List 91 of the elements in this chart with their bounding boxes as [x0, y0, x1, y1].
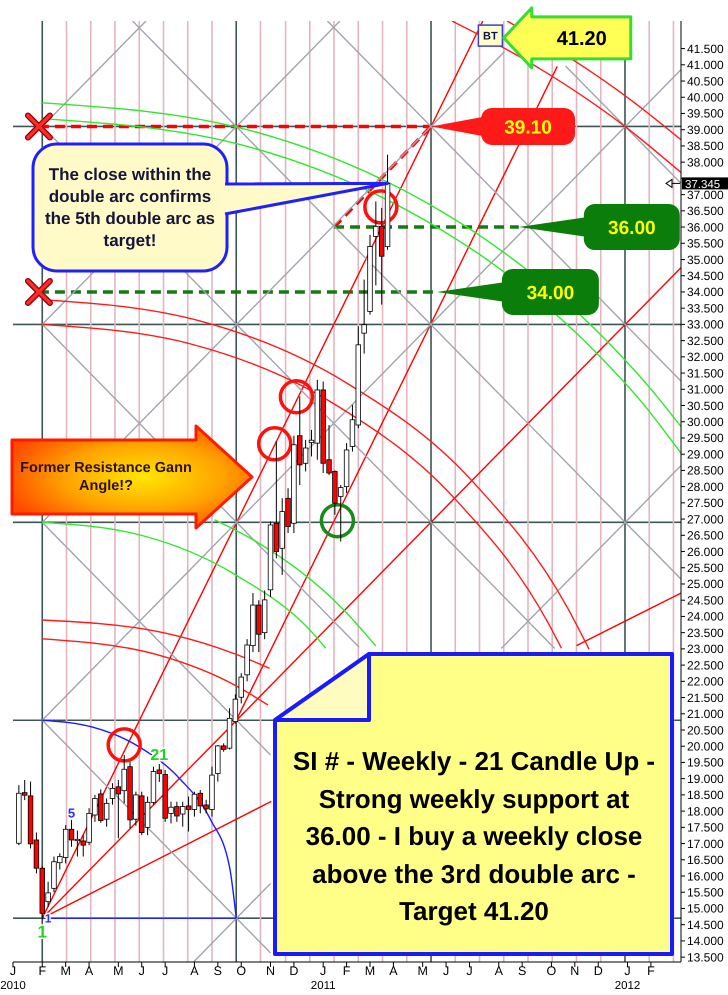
x-tick-label: O — [236, 964, 246, 978]
y-tick-label: 16.500 — [687, 853, 724, 868]
y-tick-label: 39.500 — [687, 106, 724, 121]
y-tick-label: 17.500 — [687, 820, 724, 835]
y-tick-label: 26.500 — [687, 528, 724, 543]
y-tick-label: 30.000 — [687, 414, 724, 429]
y-tick-label: 39.000 — [687, 122, 724, 137]
y-tick-label: 31.500 — [687, 366, 724, 380]
x-tick-label: A — [494, 964, 504, 978]
y-tick-label: 31.000 — [687, 382, 724, 397]
x-tick-label: N — [266, 964, 276, 978]
x-tick-label: M — [417, 964, 428, 978]
x-tick-label: M — [364, 964, 376, 978]
y-tick-label: 40.500 — [687, 74, 724, 88]
y-tick-label: 27.000 — [687, 512, 724, 526]
y-tick-label: 26.000 — [687, 544, 724, 559]
x-tick-label: F — [38, 964, 46, 978]
text: SI # - Weekly - 21 Candle Up - Strong weekly support at 36.00 - I buy a weekly close above the 3rd double arc - Target 41.20 — [292, 745, 656, 928]
y-tick-label: 21.000 — [687, 707, 724, 722]
x-tick-label: D — [594, 964, 603, 978]
y-tick-label: 40.000 — [687, 90, 724, 105]
x-tick-label: D — [289, 964, 298, 978]
y-tick-label: 29.000 — [687, 447, 724, 462]
y-tick-label: 24.500 — [687, 593, 724, 608]
y-tick-label: 34.000 — [687, 285, 724, 300]
y-tick-label: 29.500 — [687, 431, 724, 446]
annotation: Former Resistance Gann Angle!? — [19, 459, 193, 496]
y-tick-label: 17.000 — [687, 836, 724, 851]
y-tick-label: 16.000 — [687, 869, 724, 884]
y-tick-label: 18.500 — [687, 788, 724, 802]
y-tick-label: 35.500 — [687, 236, 724, 251]
y-tick-label: 41.000 — [687, 58, 724, 72]
y-tick-label: 15.000 — [687, 902, 724, 916]
y-tick-label: 27.500 — [687, 496, 724, 510]
y-tick-label: 14.000 — [687, 934, 724, 948]
x-tick-label: A — [190, 964, 200, 978]
y-tick-label: 33.500 — [687, 301, 724, 316]
annotation: The close within the double arc confirms the 5th double arc as target! — [44, 164, 216, 252]
x-tick-label: N — [570, 964, 580, 978]
x-tick-label: S — [518, 964, 526, 978]
y-tick-label: 28.500 — [687, 464, 724, 478]
x-tick-label: J — [162, 964, 168, 978]
y-tick-label: 36.000 — [687, 220, 724, 234]
x-tick-label: A — [84, 964, 94, 978]
x-tick-label: J — [466, 964, 473, 978]
x-tick-label: J 2012 — [614, 964, 640, 992]
y-tick-label: 24.000 — [687, 610, 724, 624]
x-tick-label: J 2011 — [310, 964, 336, 992]
y-tick-label: 14.500 — [687, 918, 724, 932]
x-tick-label: S — [214, 964, 222, 978]
y-tick-label: 25.500 — [687, 561, 724, 576]
annotation: 21 — [150, 747, 168, 764]
y-tick-label: 28.000 — [687, 480, 724, 494]
x-tick-label: J 2010 — [0, 964, 26, 992]
y-tick-label: 34.500 — [687, 268, 724, 283]
y-tick-label: 38.500 — [687, 139, 724, 154]
y-tick-label: 25.000 — [687, 577, 724, 592]
y-tick-label: 19.000 — [687, 772, 724, 786]
y-tick-label: 20.500 — [687, 723, 724, 738]
y-tick-label: 19.500 — [687, 756, 724, 770]
y-tick-label: 23.000 — [687, 642, 724, 656]
annotation: BT — [483, 30, 498, 43]
x-tick-label: M — [60, 964, 71, 978]
annotation: 34.00 — [526, 282, 574, 304]
y-tick-label: 18.000 — [687, 804, 724, 818]
annotation: 41.20 — [556, 28, 607, 50]
x-tick-label: F — [647, 964, 656, 978]
y-tick-label: 21.500 — [687, 690, 724, 705]
y-tick-label: 41.500 — [687, 42, 724, 56]
y-tick-label: 23.500 — [687, 626, 724, 640]
annotation: 36.00 — [608, 218, 656, 240]
y-tick-label: 20.000 — [687, 739, 724, 754]
y-tick-label: 30.500 — [687, 398, 724, 413]
annotation: 39.10 — [504, 117, 552, 138]
y-tick-label: 33.000 — [687, 318, 724, 332]
y-tick-label: 32.500 — [687, 334, 724, 348]
x-tick-label: F — [342, 964, 351, 978]
y-tick-label: 22.500 — [687, 658, 724, 672]
x-tick-label: J — [138, 964, 145, 978]
y-tick-label: 36.500 — [687, 204, 724, 218]
x-tick-label: O — [546, 964, 557, 978]
x-tick-label: A — [389, 964, 398, 978]
y-tick-label: 13.500 — [687, 950, 724, 964]
y-tick-label: 22.000 — [687, 674, 724, 689]
annotation: 5 — [68, 806, 76, 821]
x-tick-label: M — [113, 964, 124, 978]
x-tick-label: J — [442, 964, 450, 978]
y-tick-label: 35.000 — [687, 252, 724, 267]
y-tick-label: 15.500 — [687, 885, 724, 900]
y-tick-label: 32.000 — [687, 350, 724, 364]
y-tick-label: 38.000 — [687, 155, 724, 170]
